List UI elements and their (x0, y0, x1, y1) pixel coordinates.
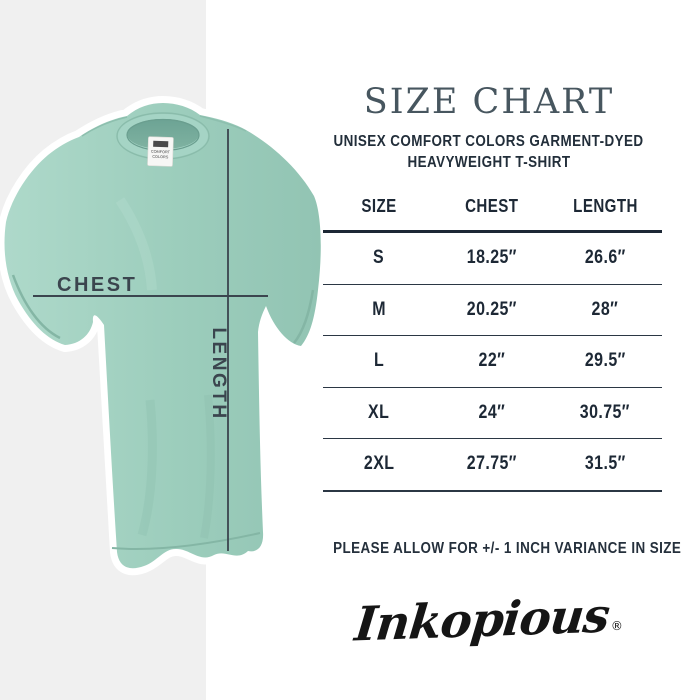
table-row-l: L 22″ 29.5″ (323, 336, 662, 388)
shoulder-seam-right (199, 115, 247, 132)
length-value: 29.5″ (584, 350, 626, 372)
length-value: 28″ (591, 298, 619, 320)
fabric-fold (200, 394, 215, 539)
neck-opening (127, 119, 199, 149)
hem-seam (111, 532, 261, 550)
size-value: L (373, 350, 385, 372)
table-row-2xl: 2XL 27.75″ 31.5″ (323, 439, 662, 492)
length-value: 30.75″ (580, 401, 631, 423)
tag-brand-line1: COMFORT (151, 150, 171, 155)
chest-value: 22″ (478, 350, 505, 372)
tshirt-body (0, 96, 328, 576)
tshirt-photo: COMFORT COLORS CHEST LENGTH (0, 96, 328, 576)
size-table-header-row: SIZE CHEST LENGTH (323, 183, 662, 233)
page-title: SIZE CHART (363, 82, 615, 122)
chest-value: 24″ (478, 401, 505, 423)
size-value: 2XL (363, 453, 395, 475)
size-value: XL (368, 401, 390, 423)
fabric-fold (115, 197, 157, 291)
right-cuff-seam (293, 289, 315, 344)
chest-value: 18.25″ (466, 247, 517, 269)
column-header-size: SIZE (361, 196, 397, 216)
length-measure-label: LENGTH (208, 327, 229, 420)
column-header-length: LENGTH (572, 196, 638, 216)
chest-value: 27.75″ (466, 453, 517, 475)
size-table: SIZE CHEST LENGTH S 18.25″ 26.6″ M 20.25… (323, 183, 662, 492)
length-value: 31.5″ (584, 453, 626, 475)
size-value: S (373, 247, 385, 269)
left-cuff-seam (11, 274, 61, 340)
chest-value: 20.25″ (466, 298, 517, 320)
fabric-fold (137, 399, 157, 537)
size-value: M (372, 298, 386, 320)
table-row-xl: XL 24″ 30.75″ (323, 388, 662, 439)
variance-note: PLEASE ALLOW FOR +/- 1 INCH VARIANCE IN … (333, 540, 682, 557)
subtitle-line-1: UNISEX COMFORT COLORS GARMENT-DYED (334, 133, 644, 150)
neck-tag: COMFORT COLORS (147, 136, 174, 167)
table-row-m: M 20.25″ 28″ (323, 285, 662, 336)
column-header-chest: CHEST (464, 196, 519, 216)
brand-logo: Inkopious® (300, 588, 678, 652)
size-chart-panel: SIZE CHART UNISEX COMFORT COLORS GARMENT… (300, 0, 682, 700)
tag-brand-line2: COLORS (152, 155, 169, 160)
brand-logo-text: Inkopious (352, 588, 612, 653)
length-value: 26.6″ (584, 247, 626, 269)
registered-trademark-icon: ® (610, 618, 623, 633)
table-row-s: S 18.25″ 26.6″ (323, 233, 662, 285)
subtitle-line-2: HEAVYWEIGHT T-SHIRT (407, 154, 571, 171)
page-subtitle: UNISEX COMFORT COLORS GARMENT-DYED HEAVY… (300, 131, 678, 173)
chest-measure-label: CHEST (57, 274, 137, 296)
shoulder-seam-left (81, 116, 128, 137)
